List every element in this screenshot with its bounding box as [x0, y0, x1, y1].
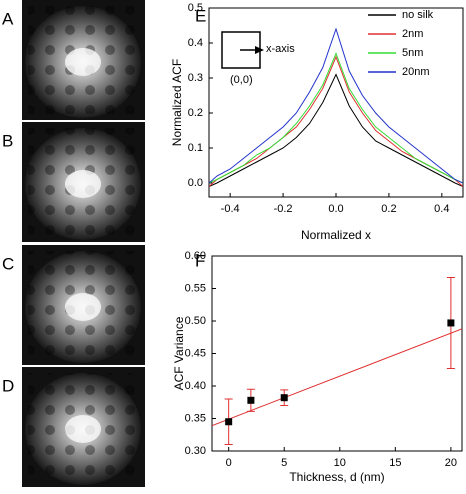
annotation: (0,0)	[230, 74, 253, 86]
y-tick-label: 0.55	[185, 282, 206, 294]
x-tick-label: 0.4	[434, 203, 449, 215]
x-tick-label: 20	[445, 457, 457, 469]
panel-label: C	[2, 254, 14, 273]
series-line	[209, 52, 463, 184]
plot-frame	[208, 7, 464, 198]
y-tick-label: 0.40	[185, 380, 206, 392]
legend-label: 5nm	[402, 47, 423, 59]
y-tick-label: 0.60	[185, 250, 206, 262]
y-tick-label: 0.0	[188, 177, 203, 189]
x-axis-label: Normalized x	[301, 228, 371, 242]
panel-label: E	[195, 6, 206, 25]
y-tick-label: 0.3	[188, 72, 203, 84]
x-tick-label: 15	[389, 457, 401, 469]
x-tick-label: 0.0	[328, 203, 343, 215]
y-tick-label: 0.4	[188, 37, 203, 49]
image-center	[65, 170, 101, 198]
y-tick-label: 0.50	[185, 315, 206, 327]
inset-arrowhead	[255, 46, 264, 54]
image-center	[65, 415, 101, 443]
series-line	[209, 73, 463, 187]
x-tick-label: 0	[226, 457, 232, 469]
point	[280, 394, 288, 402]
y-tick-label: 0.45	[185, 347, 206, 359]
point	[447, 319, 455, 327]
x-axis-label: Thickness, d (nm)	[289, 470, 384, 484]
y-tick-label: 0.2	[188, 107, 203, 119]
image-center	[65, 293, 101, 321]
fit-line	[212, 328, 462, 427]
annotation: x-axis	[266, 43, 295, 55]
panel-label: D	[2, 376, 14, 395]
image-center	[65, 48, 101, 76]
y-tick-label: 0.1	[188, 142, 203, 154]
legend-label: 20nm	[402, 66, 430, 78]
panel-label: A	[2, 9, 14, 28]
panel-label: F	[195, 251, 205, 270]
point	[247, 396, 255, 404]
y-tick-label: 0.5	[188, 2, 203, 14]
x-tick-label: -0.4	[221, 203, 240, 215]
series-line	[209, 27, 463, 184]
y-axis-label: ACF Variance	[172, 316, 186, 390]
x-tick-label: 5	[281, 457, 287, 469]
y-axis-label: Normalized ACF	[170, 59, 184, 146]
point	[225, 418, 233, 426]
y-tick-label: 0.35	[185, 412, 206, 424]
panel-label: B	[2, 131, 13, 150]
legend-label: no silk	[402, 9, 434, 21]
image-panels: A B C D	[2, 0, 145, 487]
x-tick-label: 10	[334, 457, 346, 469]
y-tick-label: 0.30	[185, 445, 206, 457]
legend-label: 2nm	[402, 28, 423, 40]
x-tick-label: -0.2	[274, 203, 293, 215]
x-tick-label: 0.2	[381, 203, 396, 215]
plot-frame	[211, 255, 463, 452]
